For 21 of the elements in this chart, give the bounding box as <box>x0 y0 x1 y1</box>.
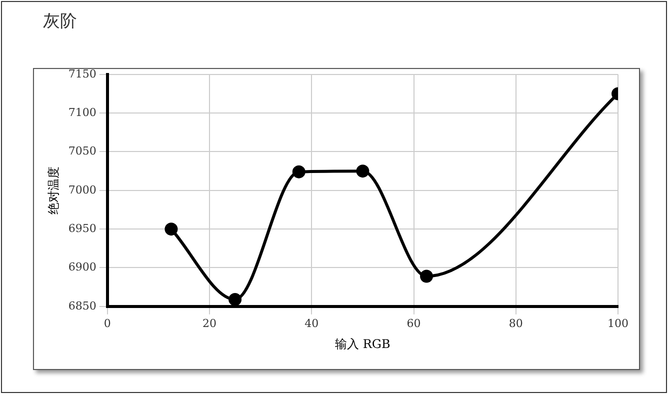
y-tick-label: 6850 <box>68 299 96 312</box>
chart-title: 灰阶 <box>43 12 77 32</box>
x-axis-title: 输入 RGB <box>335 336 390 351</box>
y-tick-label: 6900 <box>68 260 96 274</box>
y-tick-label: 7150 <box>68 67 96 80</box>
x-tick-label: 100 <box>608 316 628 330</box>
y-axis-title: 绝对温度 <box>46 166 60 214</box>
x-tick-label: 80 <box>508 316 523 330</box>
point <box>292 165 306 178</box>
x-tick-label: 60 <box>406 316 421 330</box>
y-tick-label: 7000 <box>68 183 96 196</box>
y-tick-label: 6950 <box>68 222 96 235</box>
point <box>228 292 242 306</box>
x-tick-label: 0 <box>104 316 111 330</box>
point <box>420 270 434 283</box>
x-tick-label: 20 <box>202 316 217 330</box>
point <box>164 222 178 236</box>
y-tick-label: 7050 <box>68 144 96 158</box>
point <box>356 164 370 178</box>
y-tick-label: 7100 <box>68 106 96 119</box>
x-tick-label: 40 <box>304 316 319 330</box>
